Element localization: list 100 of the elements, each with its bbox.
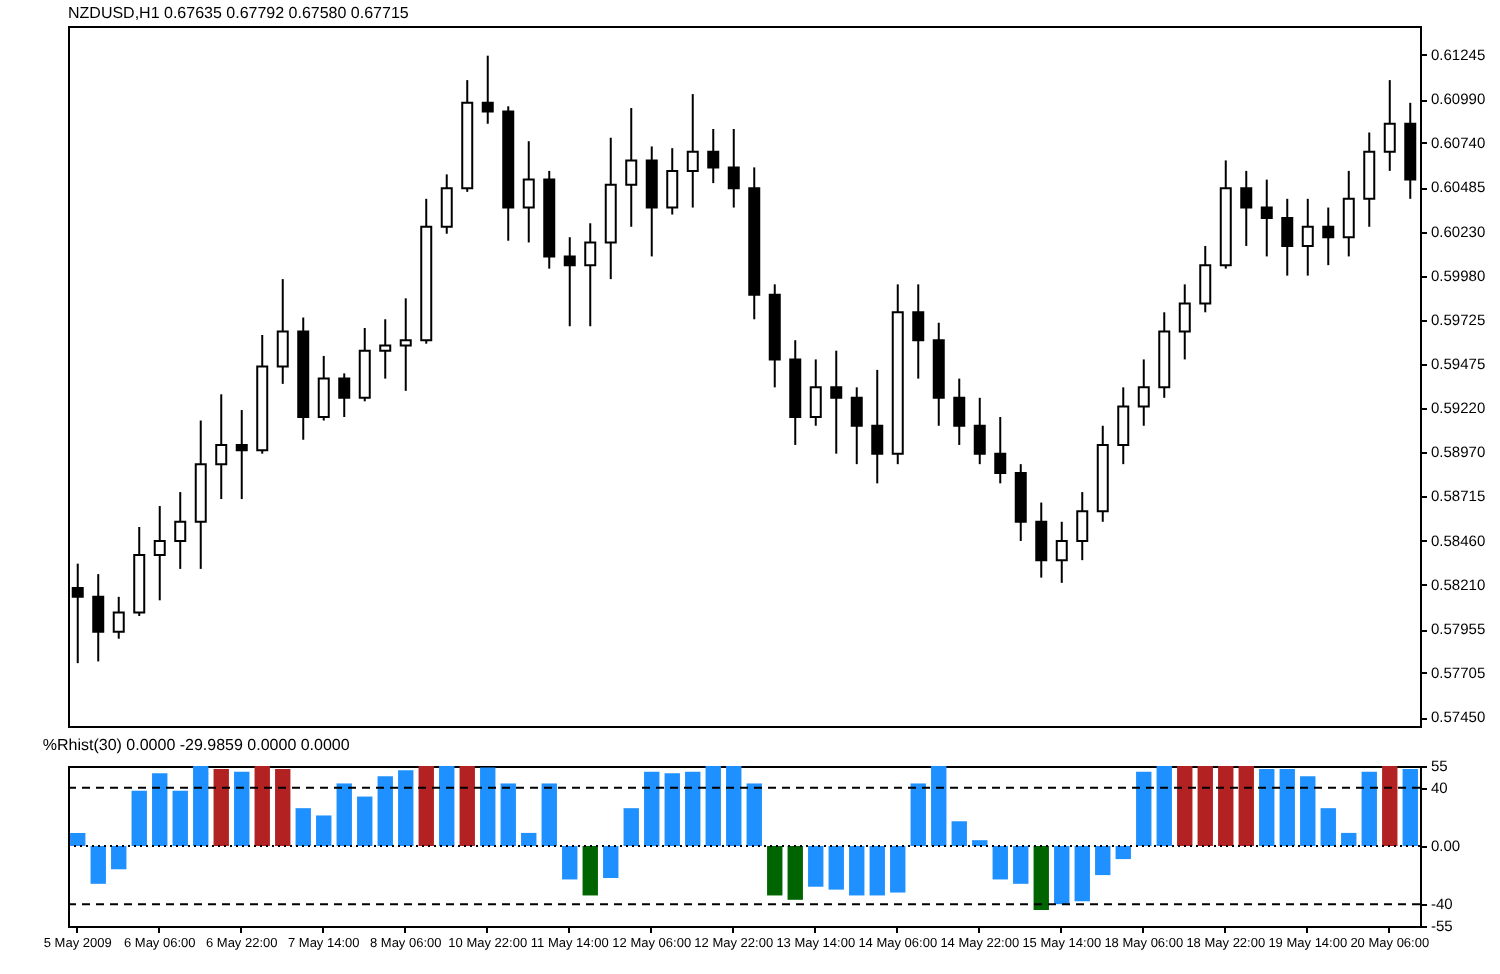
bar (480, 767, 496, 846)
bar (1033, 846, 1049, 910)
bar (1156, 766, 1172, 846)
candlestick (440, 173, 453, 235)
bar (1013, 846, 1029, 884)
candlestick (953, 377, 966, 446)
candlestick (645, 145, 658, 258)
bar (869, 846, 885, 896)
bar (828, 846, 844, 890)
bar (1238, 766, 1254, 846)
candlestick (379, 318, 392, 380)
candlestick (215, 393, 228, 501)
bar (377, 776, 393, 846)
candlestick (1322, 206, 1335, 267)
candlestick (871, 368, 884, 485)
bar (111, 846, 127, 870)
candlestick (1035, 501, 1048, 579)
candlestick (1076, 491, 1089, 562)
candlestick (153, 505, 166, 602)
bar (1361, 771, 1377, 846)
bar (213, 768, 229, 846)
candlestick (358, 327, 371, 403)
bar (910, 783, 926, 846)
candlestick (276, 278, 289, 385)
bar (644, 771, 660, 846)
candlestick (912, 283, 925, 380)
candlestick (666, 147, 679, 216)
candlestick (522, 140, 535, 244)
bar (951, 821, 967, 846)
bar (1382, 766, 1398, 846)
candlestick (481, 54, 494, 125)
bar (316, 815, 332, 846)
bar (582, 846, 598, 896)
candlestick (399, 297, 412, 392)
bar (1177, 766, 1193, 846)
bar (1136, 771, 1152, 846)
bar (500, 783, 516, 846)
bar (1402, 768, 1418, 846)
candlestick (1117, 386, 1130, 466)
candlestick (707, 127, 720, 185)
candlestick (584, 222, 597, 328)
candlestick (1281, 197, 1294, 277)
bar (459, 766, 475, 846)
candlestick (994, 416, 1007, 485)
bar (603, 846, 619, 878)
bar (418, 766, 434, 846)
candlestick (338, 372, 351, 419)
bar (275, 768, 291, 846)
candlestick (1363, 131, 1376, 228)
bar (90, 846, 106, 884)
bar (1279, 768, 1295, 846)
candlestick (809, 358, 822, 427)
bar (439, 766, 455, 846)
bar (234, 771, 250, 846)
bar (254, 766, 270, 846)
bar (541, 783, 557, 846)
bar (131, 790, 147, 846)
bar (295, 808, 311, 846)
bar (890, 846, 906, 893)
candlestick (1137, 358, 1150, 427)
bar (70, 832, 86, 846)
bar (726, 766, 742, 846)
candlestick (1260, 178, 1273, 258)
candlestick (174, 491, 187, 570)
bar (664, 773, 680, 846)
bar (172, 790, 188, 846)
candlestick (112, 595, 125, 640)
bar (705, 766, 721, 846)
candlestick (563, 236, 576, 328)
bar (152, 773, 168, 846)
chart-title: NZDUSD,H1 0.67635 0.67792 0.67580 0.67715 (68, 4, 410, 22)
bar (746, 783, 762, 846)
chart-title: %Rhist(30) 0.0000 -29.9859 0.0000 0.0000 (42, 736, 351, 754)
candlestick (1383, 79, 1396, 172)
bar (1054, 846, 1070, 905)
bar (931, 766, 947, 846)
candlestick (1301, 197, 1314, 277)
candlestick (92, 573, 105, 663)
bar (1115, 846, 1131, 860)
bar (992, 846, 1008, 880)
candlestick (625, 107, 638, 228)
bar (521, 832, 537, 846)
bar (849, 846, 865, 896)
bar (1259, 768, 1275, 846)
candlestick (1240, 169, 1253, 247)
bar (398, 770, 414, 846)
candlestick (686, 93, 699, 209)
bar (336, 783, 352, 846)
bar (1074, 846, 1090, 902)
bar (808, 846, 824, 887)
bar (972, 840, 988, 846)
bar (1300, 776, 1316, 846)
candlestick (1055, 520, 1068, 584)
bar (685, 771, 701, 846)
candlestick (727, 127, 740, 209)
bar (193, 766, 209, 846)
candlestick (317, 354, 330, 422)
bar (562, 846, 578, 880)
bar (767, 846, 783, 896)
candlestick (1178, 283, 1191, 361)
